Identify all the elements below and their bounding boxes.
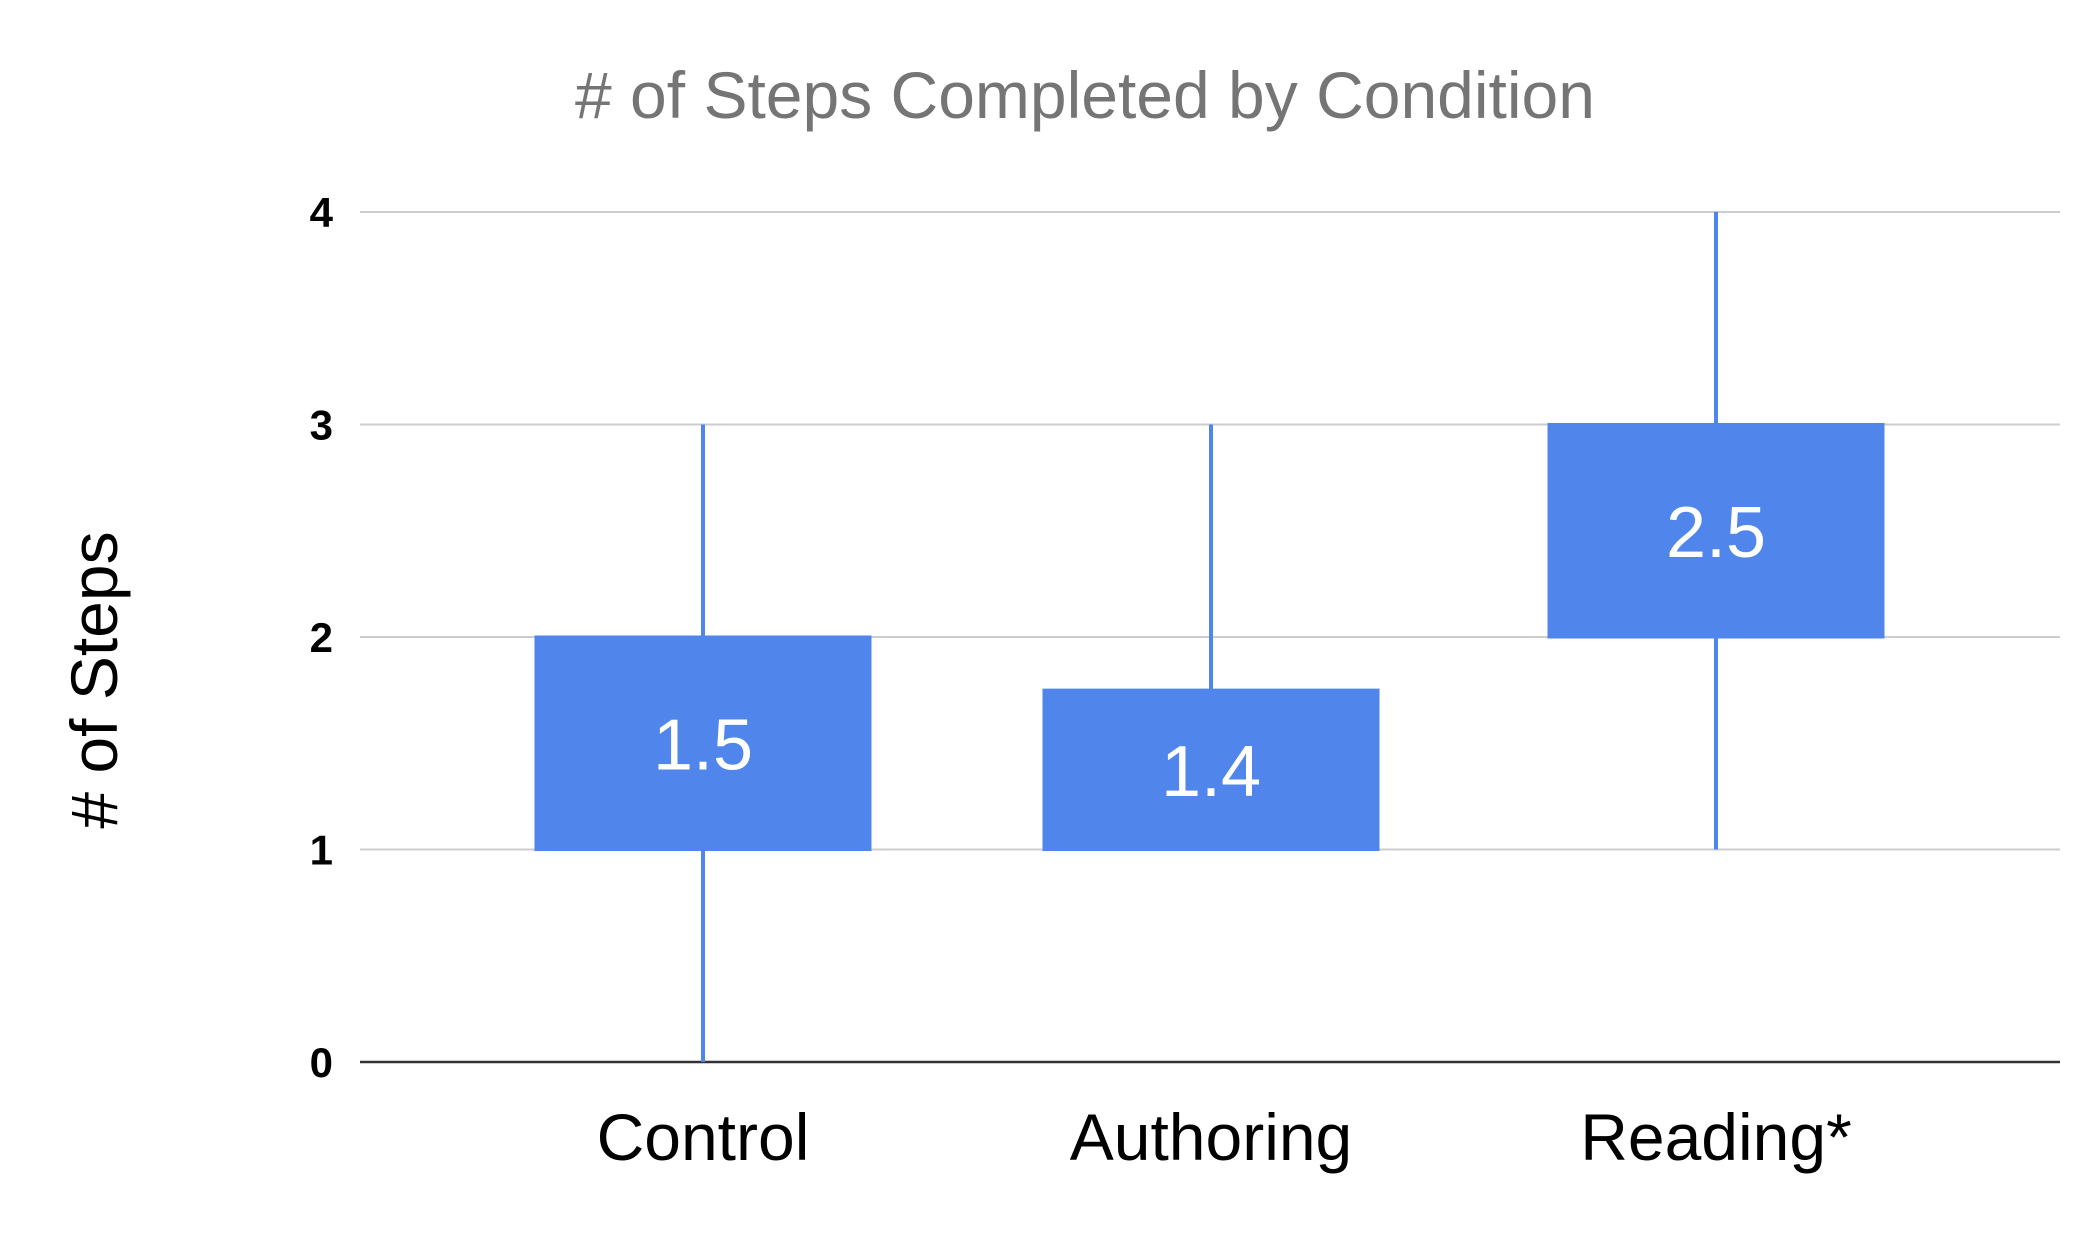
x-tick-label-reading: Reading*: [1580, 1100, 1852, 1174]
x-tick-label-control: Control: [597, 1100, 810, 1174]
box-control: [534, 635, 872, 851]
y-tick-label-3: 3: [310, 402, 333, 449]
x-axis-ticks: Control Authoring Reading*: [597, 1100, 1852, 1174]
box-value-label-control: 1.5: [653, 705, 753, 785]
y-tick-label-4: 4: [310, 189, 334, 236]
box-reading: [1547, 423, 1885, 639]
y-axis-ticks: 0 1 2 3 4: [310, 189, 334, 1086]
y-tick-label-1: 1: [310, 827, 333, 874]
y-axis-label: # of Steps: [57, 531, 131, 828]
y-tick-label-2: 2: [310, 614, 333, 661]
box-value-label-reading: 2.5: [1666, 493, 1766, 573]
x-tick-label-authoring: Authoring: [1070, 1100, 1353, 1174]
y-tick-label-0: 0: [310, 1039, 333, 1086]
box-value-label-authoring: 1.4: [1161, 732, 1261, 812]
boxes: 1.5 1.4 2.5: [534, 423, 1885, 851]
box-authoring: [1042, 688, 1380, 851]
chart-title: # of Steps Completed by Condition: [575, 58, 1595, 132]
